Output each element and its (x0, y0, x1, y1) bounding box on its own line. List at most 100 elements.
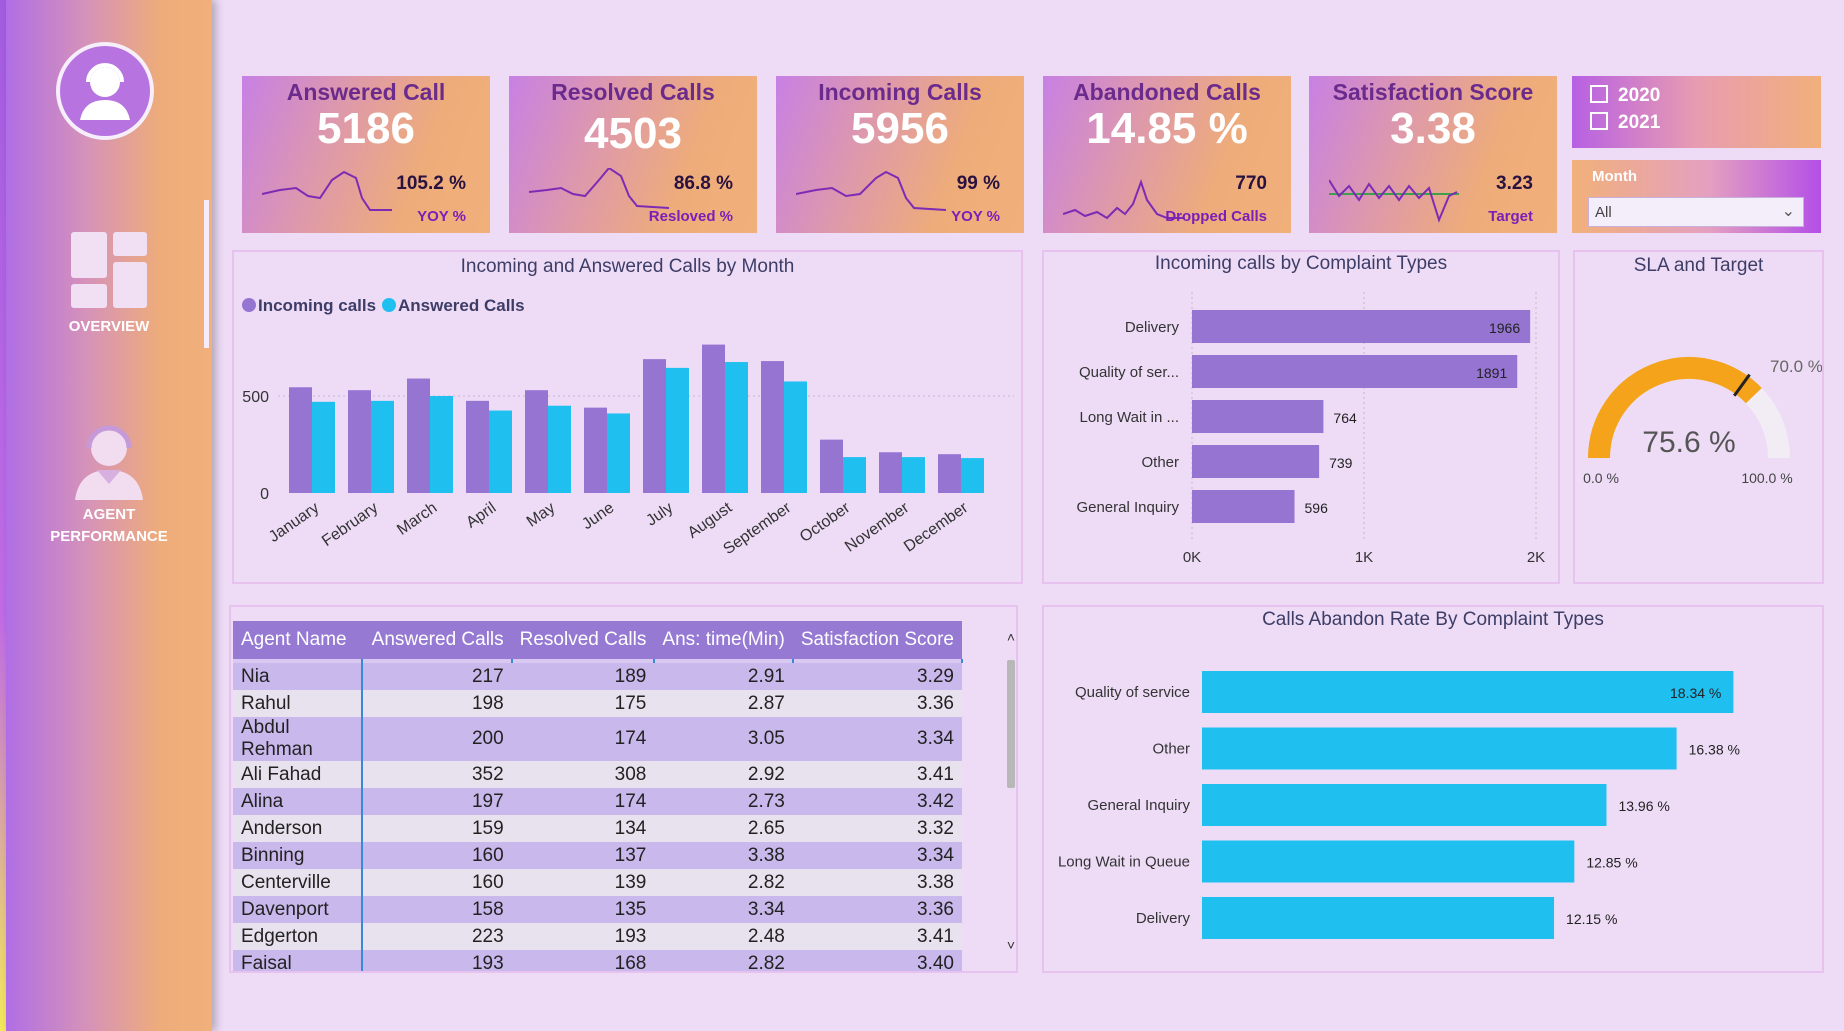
bar-incoming[interactable] (820, 439, 843, 493)
category-label: Long Wait in ... (1080, 409, 1180, 426)
bar-answered[interactable] (371, 400, 394, 493)
bar-abandon-rate[interactable] (1202, 671, 1734, 713)
year-option-2021[interactable]: 2021 (1590, 112, 1660, 134)
bar-answered[interactable] (843, 457, 866, 493)
table-cell: 174 (511, 717, 655, 761)
bar-incoming[interactable] (938, 454, 961, 493)
column-header-satisfaction-score[interactable]: Satisfaction Score (792, 621, 962, 659)
bar-abandon-rate[interactable] (1202, 727, 1677, 770)
kpi-label: Dropped Calls (1165, 208, 1267, 225)
bar-incoming[interactable] (407, 378, 430, 493)
bar-complaint[interactable] (1192, 400, 1324, 433)
active-nav-indicator (204, 200, 209, 348)
table-cell: Faisal (233, 950, 364, 971)
bar-answered[interactable] (784, 381, 807, 493)
table-cell: 3.36 (792, 896, 962, 923)
spacer-cell (362, 659, 513, 663)
bar-abandon-rate[interactable] (1202, 897, 1555, 939)
table-row[interactable]: Abdul Rehman 200 174 3.05 3.34 (233, 717, 962, 761)
y-tick-500: 500 (242, 389, 269, 406)
category-label: Long Wait in Queue (1058, 854, 1190, 871)
value-label: 739 (1329, 455, 1353, 471)
table-row[interactable]: Davenport 158 135 3.34 3.36 (233, 896, 962, 923)
table-row[interactable]: Faisal 193 168 2.82 3.40 (233, 950, 962, 971)
checkbox-icon[interactable] (1590, 85, 1608, 103)
table-row[interactable]: Nia 217 189 2.91 3.29 (233, 663, 962, 690)
year-label: 2020 (1618, 85, 1661, 106)
column-header-resolved-calls[interactable]: Resolved Calls (511, 621, 655, 659)
bar-answered[interactable] (607, 413, 630, 493)
table-cell: 3.38 (792, 869, 962, 896)
nav-agent-performance[interactable]: AGENT PERFORMANCE (6, 418, 212, 548)
bar-abandon-rate[interactable] (1202, 784, 1607, 826)
table-cell: 3.42 (792, 788, 962, 815)
kpi-percent: 99 % (956, 173, 1000, 194)
year-option-2020[interactable]: 2020 (1590, 85, 1660, 107)
table-cell: Binning (233, 842, 364, 869)
table-row[interactable]: Centerville 160 139 2.82 3.38 (233, 869, 962, 896)
table-cell: 2.87 (654, 690, 793, 717)
bar-incoming[interactable] (525, 390, 548, 493)
value-label: 13.96 % (1618, 798, 1669, 814)
bar-incoming[interactable] (702, 344, 725, 493)
column-header-answered-calls[interactable]: Answered Calls (362, 621, 512, 659)
bar-incoming[interactable] (879, 452, 902, 493)
bar-answered[interactable] (430, 396, 453, 493)
kpi-value: 14.85 % (1086, 104, 1248, 153)
bar-answered[interactable] (312, 401, 335, 493)
kpi-percent: 770 (1235, 173, 1267, 194)
table-scrollbar[interactable]: ˄ ˅ (1004, 628, 1018, 954)
bar-answered[interactable] (725, 362, 748, 493)
table-cell: 139 (511, 869, 655, 896)
table-row[interactable]: Alina 197 174 2.73 3.42 (233, 788, 962, 815)
bar-answered[interactable] (489, 410, 512, 493)
agent-table-panel: Agent Name Answered Calls Resolved Calls… (229, 605, 1018, 973)
value-label: 596 (1305, 500, 1329, 516)
bar-abandon-rate[interactable] (1202, 840, 1575, 883)
table-row[interactable]: Rahul 198 175 2.87 3.36 (233, 690, 962, 717)
legend-incoming-dot (242, 298, 256, 312)
nav-overview[interactable]: OVERVIEW (6, 230, 212, 338)
table-cell: 135 (511, 896, 655, 923)
x-tick-label: September (720, 499, 794, 558)
bar-complaint[interactable] (1192, 310, 1531, 343)
table-header-row: Agent Name Answered Calls Resolved Calls… (233, 621, 962, 659)
bar-complaint[interactable] (1192, 490, 1295, 523)
table-cell: 352 (362, 761, 512, 788)
kpi-sparkline (1329, 179, 1459, 223)
dashboard-grid-icon (71, 232, 147, 308)
table-row[interactable]: Binning 160 137 3.38 3.34 (233, 842, 962, 869)
table-cell: Ali Fahad (233, 761, 364, 788)
bar-incoming[interactable] (348, 390, 371, 493)
bar-incoming[interactable] (643, 359, 666, 493)
bar-answered[interactable] (961, 458, 984, 493)
bar-complaint[interactable] (1192, 445, 1320, 478)
bar-answered[interactable] (666, 367, 689, 493)
scroll-thumb[interactable] (1007, 660, 1015, 788)
bar-complaint[interactable] (1192, 355, 1518, 388)
chart-title: Calls Abandon Rate By Complaint Types (1262, 609, 1604, 630)
kpi-value: 5956 (851, 104, 949, 153)
nav-agent-label-line1: AGENT (82, 506, 136, 523)
scroll-up-icon[interactable]: ˄ (1007, 629, 1015, 645)
bar-answered[interactable] (902, 457, 925, 493)
checkbox-icon[interactable] (1590, 112, 1608, 130)
scroll-down-icon[interactable]: ˅ (1007, 937, 1015, 953)
bar-incoming[interactable] (584, 407, 607, 493)
column-header-agent-name[interactable]: Agent Name (233, 621, 363, 659)
table-row[interactable]: Anderson 159 134 2.65 3.32 (233, 815, 962, 842)
bar-incoming[interactable] (289, 387, 312, 493)
value-label: 764 (1333, 410, 1357, 426)
nav-overview-label: OVERVIEW (68, 318, 150, 335)
column-header-ans-time[interactable]: Ans: time(Min) (654, 621, 793, 659)
bar-incoming[interactable] (466, 400, 489, 493)
agent-headset-icon (75, 425, 143, 500)
month-dropdown[interactable]: All ⌄ (1588, 197, 1804, 227)
table-cell: 3.05 (654, 717, 793, 761)
table-row[interactable]: Edgerton 223 193 2.48 3.41 (233, 923, 962, 950)
bar-answered[interactable] (548, 405, 571, 493)
table-row[interactable]: Ali Fahad 352 308 2.92 3.41 (233, 761, 962, 788)
gauge-target-marker (1733, 373, 1751, 397)
category-label: General Inquiry (1076, 499, 1179, 516)
bar-incoming[interactable] (761, 361, 784, 493)
